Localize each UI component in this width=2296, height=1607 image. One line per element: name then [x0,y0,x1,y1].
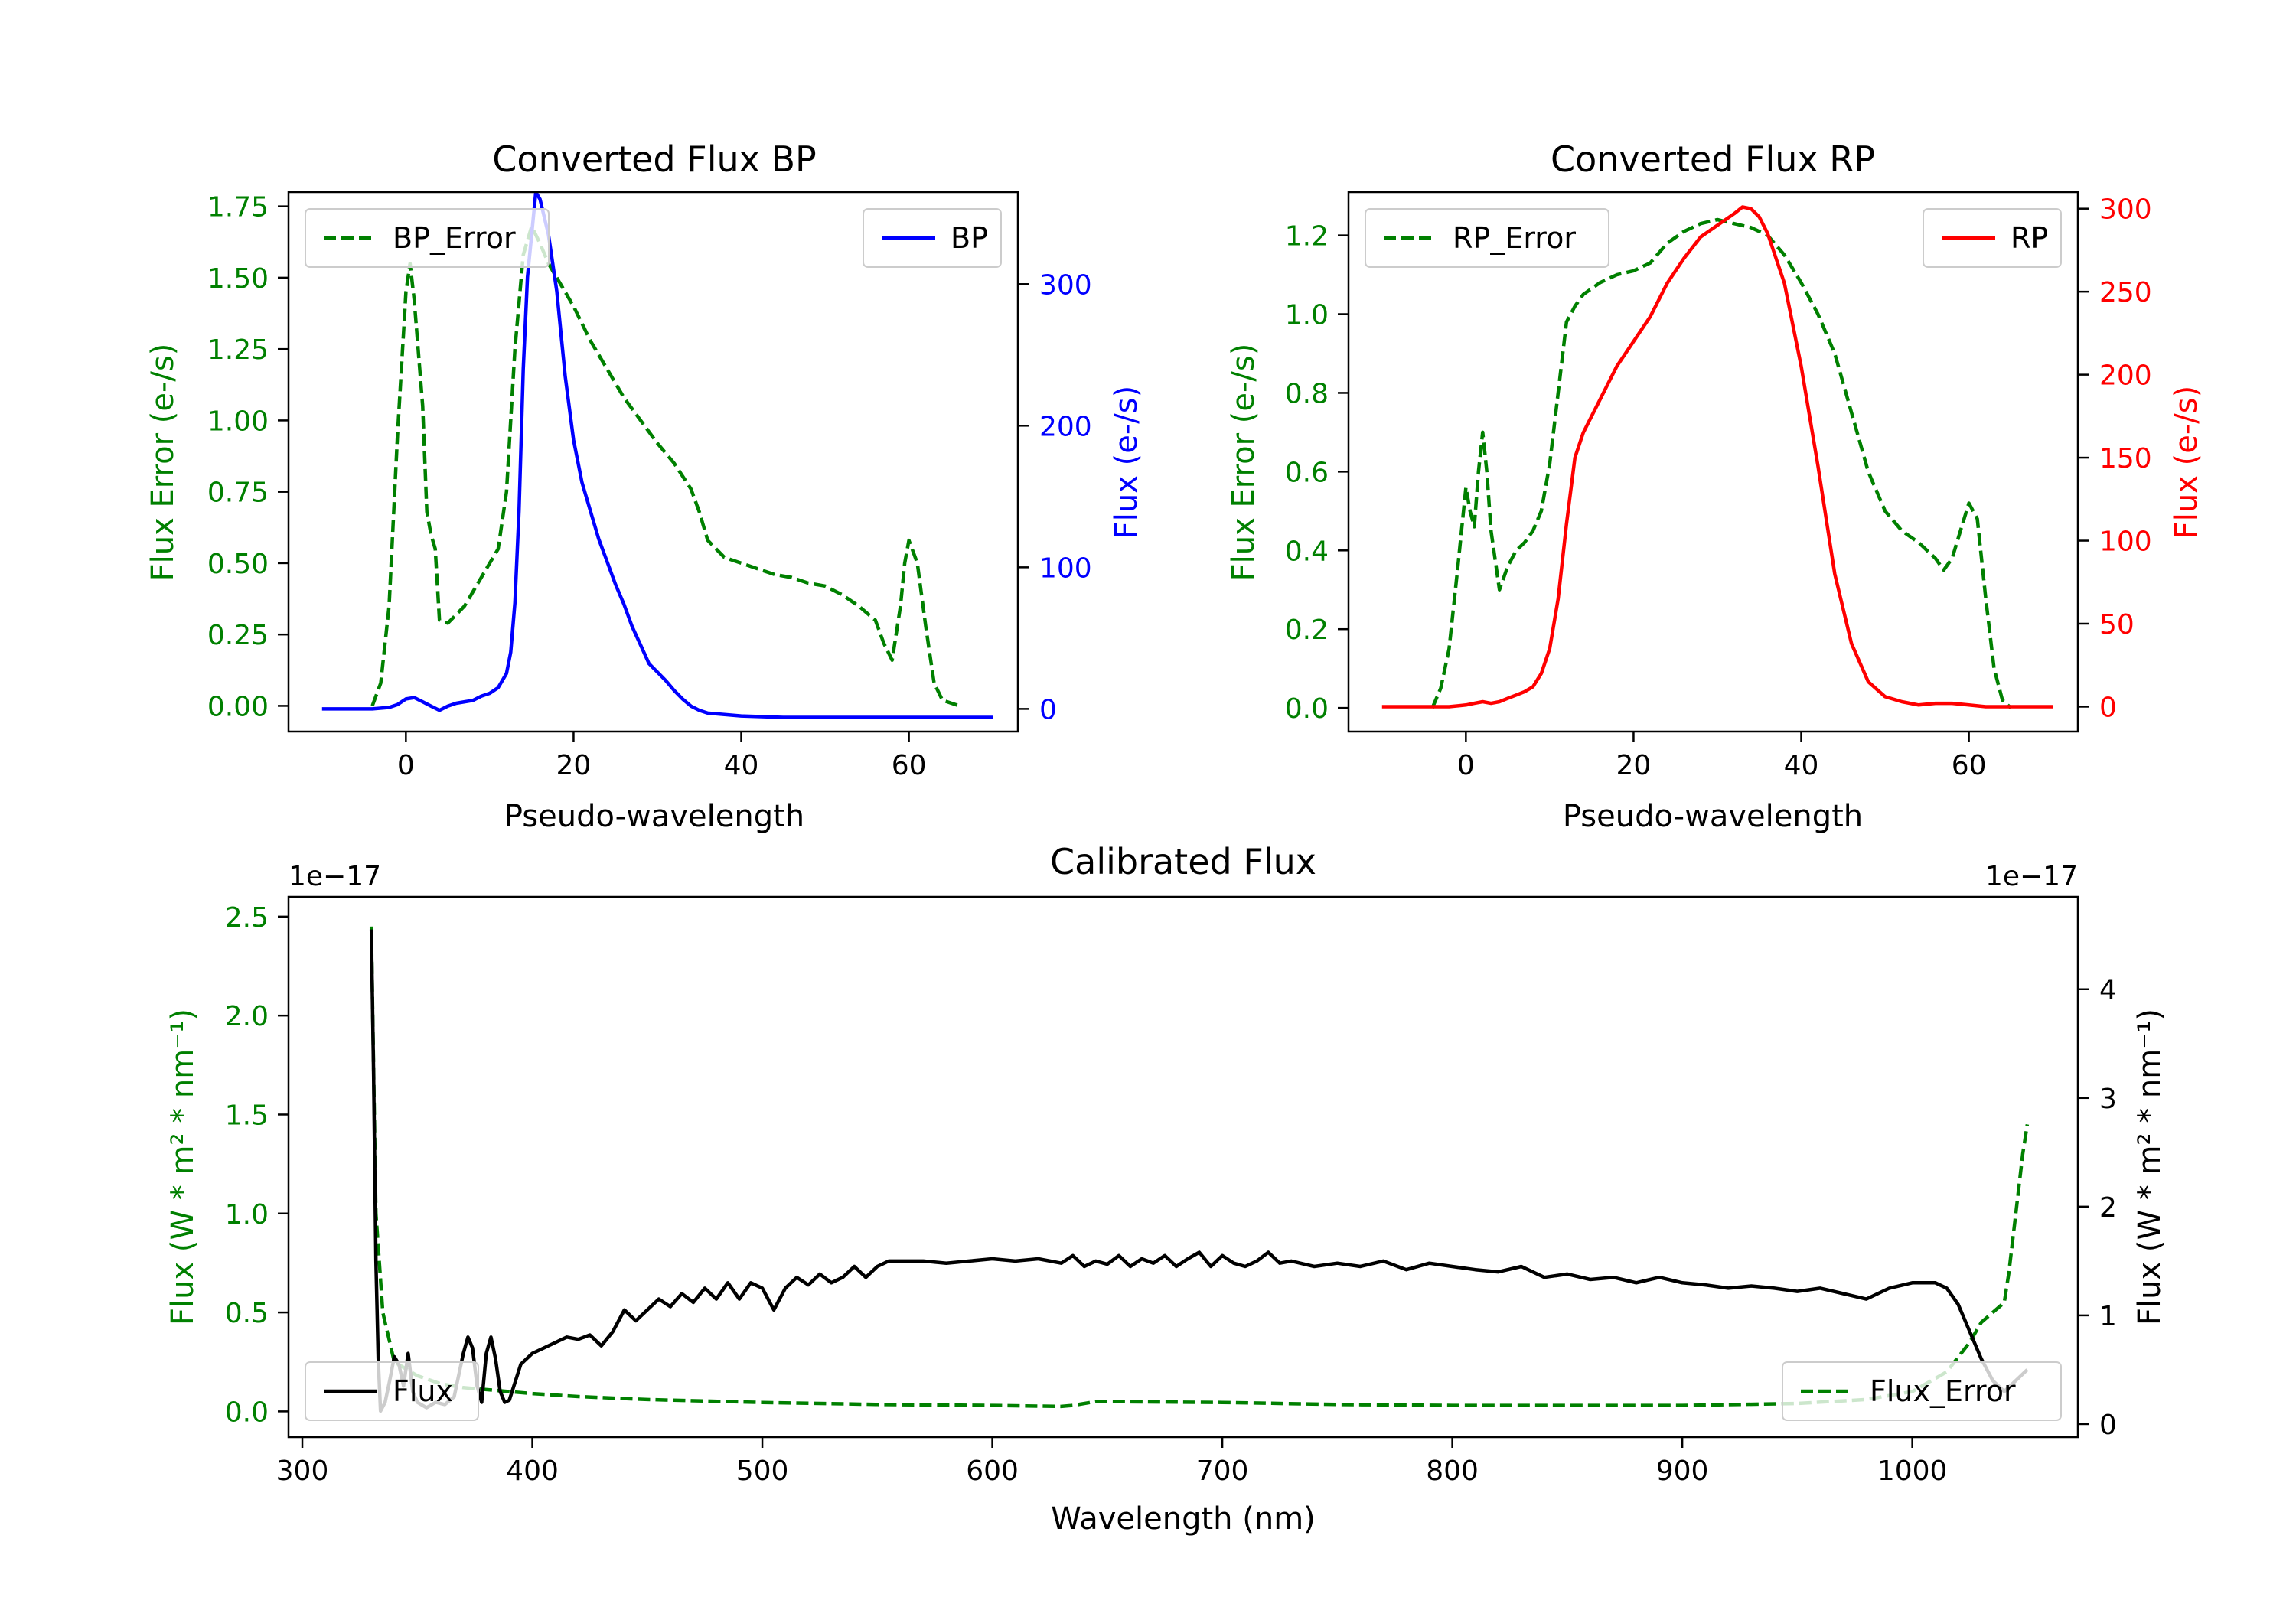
y-left-tick-label: 1.0 [225,1199,269,1231]
chart-title: Converted Flux BP [492,139,817,180]
legend-label: Flux [393,1374,453,1408]
y-left-tick-label: 0.8 [1285,378,1329,409]
x-axis-label: Wavelength (nm) [1051,1501,1316,1537]
legend-box [305,208,550,268]
y-left-tick-label: 0.6 [1285,457,1329,488]
legend-rp: RP [1923,208,2062,268]
y-left-tick-label: 0.2 [1285,614,1329,646]
y-axis-label-left: Flux Error (e-/s) [145,344,181,582]
x-tick-label: 600 [966,1455,1019,1487]
x-tick-label: 60 [1952,750,1987,781]
x-tick-label: 40 [724,750,759,781]
y-left-tick-label: 1.0 [1285,300,1329,331]
y-right-tick-label: 0 [1039,694,1057,725]
offset-label-left: 1e−17 [289,861,381,892]
legend-label: BP_Error [393,221,516,255]
panel-converted-flux-bp: Converted Flux BP 0 20 40 60 0.00 0.25 0.50 0.7… [145,139,1144,834]
legend-box [305,1361,479,1421]
y-right-tick-label: 200 [2099,360,2152,392]
y-left-tick-label: 1.2 [1285,221,1329,253]
y-left-tick-label: 0.25 [207,620,269,651]
y-axis-label-left: Flux (W * m² * nm⁻¹) [165,1009,201,1325]
x-tick-label: 800 [1426,1455,1479,1487]
y-right-tick-label: 100 [2099,526,2152,558]
y-axis-label-right: Flux (e-/s) [2169,386,2204,539]
chart-title: Calibrated Flux [1050,841,1316,882]
x-tick-label: 20 [1616,750,1652,781]
y-left-tick-label: 0.0 [225,1397,269,1428]
y-left-tick-label: 1.5 [225,1100,269,1131]
legend-bp: BP [863,208,1002,268]
y-right-tick-label: 300 [1039,269,1092,301]
y-right-tick-label: 4 [2099,975,2117,1006]
x-tick-label: 60 [892,750,927,781]
offset-label-right: 1e−17 [1985,861,2078,892]
y-right-tick-label: 200 [1039,411,1092,442]
y-right-tick-label: 100 [1039,553,1092,584]
y-left-tick-label: 1.75 [207,192,269,223]
y-left-tick-label: 0.75 [207,478,269,509]
y-axis-label-right: Flux (e-/s) [1109,386,1144,539]
legend-label: RP [2011,221,2048,255]
y-left-tick-label: 0.0 [1285,693,1329,725]
x-tick-label: 700 [1196,1455,1249,1487]
plot-frame [287,895,2079,1439]
y-left-tick-label: 1.00 [207,406,269,437]
legend-label: Flux_Error [1870,1374,2016,1408]
plot-frame [287,191,1019,733]
series-line-bp [321,192,993,719]
y-axis-label-right: Flux (W * m² * nm⁻¹) [2132,1009,2167,1325]
series-line-rp-error [1430,217,2012,709]
x-axis-label: Pseudo-wavelength [504,799,804,834]
series-line-bp-error [370,224,960,708]
y-left-tick-label: 0.50 [207,549,269,580]
panel-calibrated-flux: Calibrated Flux 300 400 500 600 700 800 900 100… [165,841,2167,1537]
x-tick-label: 900 [1656,1455,1709,1487]
y-right-tick-label: 1 [2099,1301,2117,1332]
series-line-flux [369,929,2029,1413]
x-tick-label: 0 [1457,750,1475,781]
legend-flux: Flux [305,1361,479,1421]
y-left-tick-label: 0.4 [1285,536,1329,567]
y-right-tick-label: 150 [2099,443,2152,474]
y-left-tick-label: 1.25 [207,334,269,366]
x-tick-label: 400 [506,1455,559,1487]
legend-bp-error: BP_Error [305,208,550,268]
y-right-tick-label: 250 [2099,277,2152,308]
y-left-tick-label: 0.5 [225,1298,269,1329]
x-tick-label: 0 [397,750,415,781]
y-right-tick-label: 0 [2099,692,2117,723]
panel-converted-flux-rp: Converted Flux RP 0 20 40 60 0.0 0.2 0.4 0.6 0.8… [1226,139,2204,834]
y-left-tick-label: 1.50 [207,263,269,295]
y-right-tick-label: 0 [2099,1410,2117,1441]
x-tick-label: 40 [1784,750,1819,781]
legend-label: BP [951,221,988,255]
y-axis-label-left: Flux Error (e-/s) [1226,344,1261,582]
y-right-tick-label: 2 [2099,1192,2117,1224]
y-right-tick-label: 3 [2099,1084,2117,1115]
chart-title: Converted Flux RP [1551,139,1875,180]
legend-rp-error: RP_Error [1365,208,1609,268]
x-tick-label: 300 [276,1455,329,1487]
y-left-tick-label: 2.0 [225,1001,269,1032]
legend-box [1365,208,1609,268]
series-line-rp [1381,205,2053,709]
x-tick-label: 500 [736,1455,789,1487]
plot-frame [1347,191,2079,733]
y-left-tick-label: 2.5 [225,902,269,934]
y-right-tick-label: 50 [2099,609,2135,641]
x-tick-label: 1000 [1877,1455,1948,1487]
legend-label: RP_Error [1453,221,1576,255]
legend-flux-error: Flux_Error [1782,1361,2062,1421]
y-right-tick-label: 300 [2099,194,2152,226]
legend-box [1782,1361,2062,1421]
y-left-tick-label: 0.00 [207,691,269,722]
x-tick-label: 20 [556,750,592,781]
x-axis-label: Pseudo-wavelength [1563,799,1863,834]
